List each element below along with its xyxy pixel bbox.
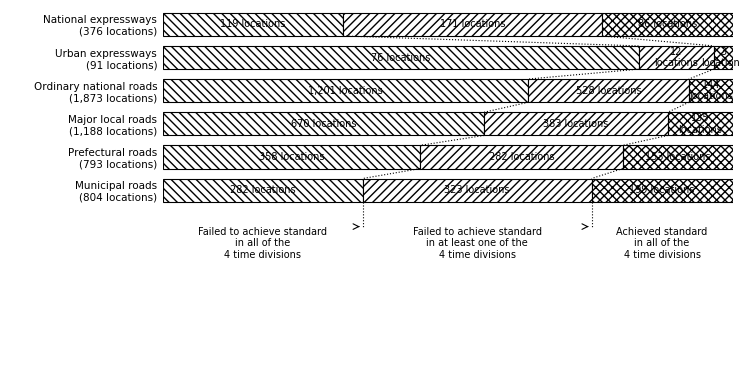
Text: 282 locations: 282 locations xyxy=(488,152,554,162)
Text: Failed to achieve standard
in at least one of the
4 time divisions: Failed to achieve standard in at least o… xyxy=(413,227,542,260)
Bar xyxy=(163,179,363,202)
Text: 323 locations: 323 locations xyxy=(444,185,510,195)
Bar xyxy=(163,145,420,168)
Text: 358 locations: 358 locations xyxy=(259,152,324,162)
Bar xyxy=(363,179,591,202)
Bar xyxy=(689,79,733,102)
Text: 144
locations: 144 locations xyxy=(689,80,733,101)
Bar xyxy=(420,145,622,168)
Bar xyxy=(528,79,689,102)
Text: 383 locations: 383 locations xyxy=(543,119,609,129)
Bar xyxy=(163,112,484,135)
Bar xyxy=(163,79,528,102)
Bar xyxy=(639,46,714,69)
Bar xyxy=(163,46,639,69)
Text: Achieved standard
in all of the
4 time divisions: Achieved standard in all of the 4 time d… xyxy=(616,227,707,260)
Text: 12
locations: 12 locations xyxy=(654,47,698,68)
Text: 153 locations: 153 locations xyxy=(645,152,710,162)
Bar xyxy=(668,112,733,135)
Text: 1,201 locations: 1,201 locations xyxy=(308,86,383,96)
Bar xyxy=(714,46,733,69)
Bar xyxy=(343,13,602,36)
Text: 670 locations: 670 locations xyxy=(291,119,356,129)
Text: 171 locations: 171 locations xyxy=(440,20,505,29)
Text: 119 locations: 119 locations xyxy=(221,20,286,29)
Text: 135
locations: 135 locations xyxy=(679,113,722,135)
Text: 76 locations: 76 locations xyxy=(371,53,431,62)
Text: Failed to achieve standard
in all of the
4 time divisions: Failed to achieve standard in all of the… xyxy=(198,227,327,260)
Bar xyxy=(591,179,733,202)
Bar xyxy=(622,145,733,168)
Text: 282 locations: 282 locations xyxy=(230,185,295,195)
Text: 528 locations: 528 locations xyxy=(576,86,642,96)
Bar xyxy=(484,112,668,135)
Text: 199 locations: 199 locations xyxy=(630,185,695,195)
Bar xyxy=(163,13,343,36)
Text: 3
locations: 3 locations xyxy=(702,47,740,68)
Bar xyxy=(602,13,733,36)
Text: 86 locations: 86 locations xyxy=(638,20,697,29)
